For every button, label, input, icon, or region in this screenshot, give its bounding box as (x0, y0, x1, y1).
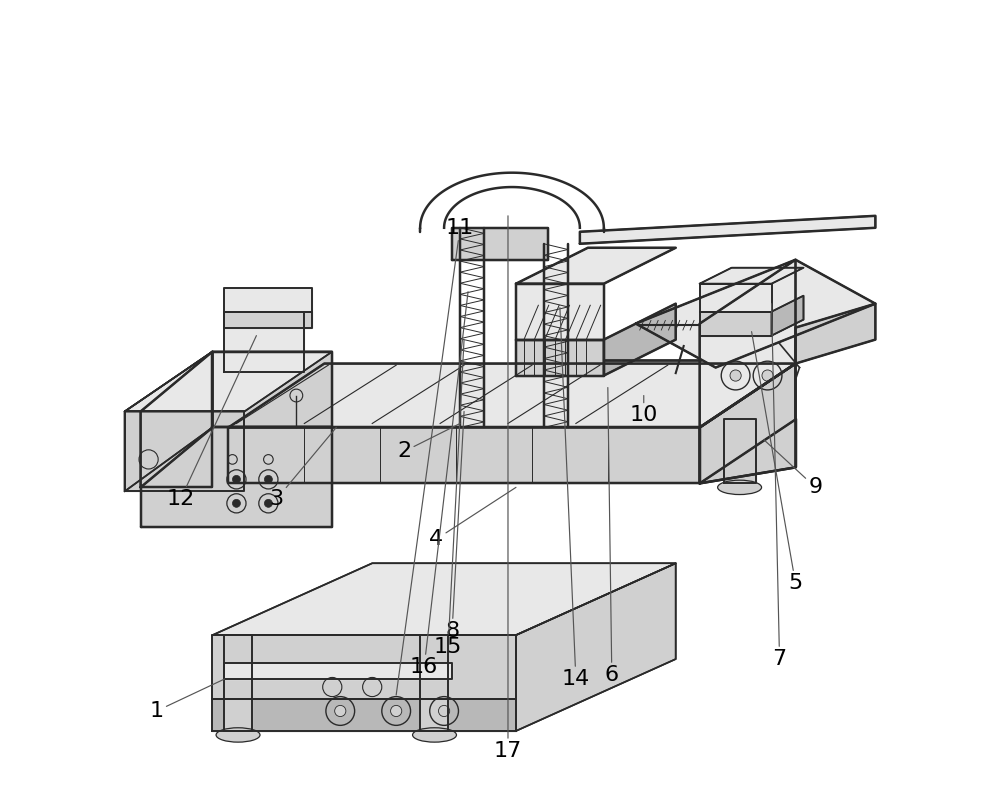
Ellipse shape (413, 728, 456, 742)
Polygon shape (604, 303, 676, 375)
Polygon shape (212, 352, 332, 428)
Polygon shape (700, 312, 772, 336)
Polygon shape (141, 428, 332, 527)
Circle shape (762, 370, 773, 381)
Polygon shape (228, 428, 700, 483)
Polygon shape (141, 352, 212, 487)
Circle shape (264, 475, 272, 483)
Text: 15: 15 (434, 340, 464, 657)
Text: 8: 8 (445, 412, 464, 641)
Polygon shape (796, 303, 875, 364)
Polygon shape (516, 248, 676, 284)
Polygon shape (700, 260, 796, 428)
Text: 16: 16 (410, 291, 468, 677)
Polygon shape (224, 663, 452, 679)
Circle shape (232, 500, 240, 508)
Text: 14: 14 (560, 307, 590, 689)
Polygon shape (516, 563, 676, 731)
Polygon shape (212, 699, 516, 731)
Polygon shape (452, 228, 548, 260)
Text: 4: 4 (429, 487, 516, 550)
Circle shape (264, 500, 272, 508)
Text: 6: 6 (605, 387, 619, 685)
Text: 7: 7 (772, 303, 787, 669)
Polygon shape (224, 635, 252, 731)
Polygon shape (224, 312, 312, 328)
Text: 12: 12 (166, 336, 256, 509)
Polygon shape (420, 635, 448, 731)
Polygon shape (125, 352, 212, 491)
Text: 17: 17 (494, 215, 522, 761)
Circle shape (730, 370, 741, 381)
Polygon shape (700, 364, 796, 483)
Circle shape (439, 705, 450, 717)
Polygon shape (516, 340, 604, 375)
Polygon shape (516, 284, 604, 340)
Text: 9: 9 (764, 440, 823, 497)
Polygon shape (224, 287, 312, 312)
Polygon shape (224, 352, 304, 371)
Polygon shape (580, 215, 875, 244)
Polygon shape (700, 364, 796, 483)
Polygon shape (228, 364, 796, 428)
Polygon shape (724, 420, 756, 483)
Polygon shape (772, 295, 803, 336)
Polygon shape (125, 352, 332, 412)
Text: 5: 5 (752, 332, 803, 593)
Text: 1: 1 (150, 679, 224, 721)
Circle shape (391, 705, 402, 717)
Text: 10: 10 (630, 395, 658, 425)
Text: 11: 11 (396, 218, 474, 695)
Ellipse shape (216, 728, 260, 742)
Ellipse shape (718, 480, 762, 495)
Polygon shape (636, 260, 875, 367)
Polygon shape (212, 563, 676, 635)
Text: 3: 3 (269, 428, 336, 509)
Circle shape (335, 705, 346, 717)
Text: 2: 2 (397, 424, 460, 462)
Polygon shape (125, 412, 244, 491)
Polygon shape (700, 284, 772, 312)
Polygon shape (700, 268, 803, 284)
Polygon shape (224, 312, 304, 352)
Circle shape (232, 475, 240, 483)
Polygon shape (212, 635, 516, 699)
